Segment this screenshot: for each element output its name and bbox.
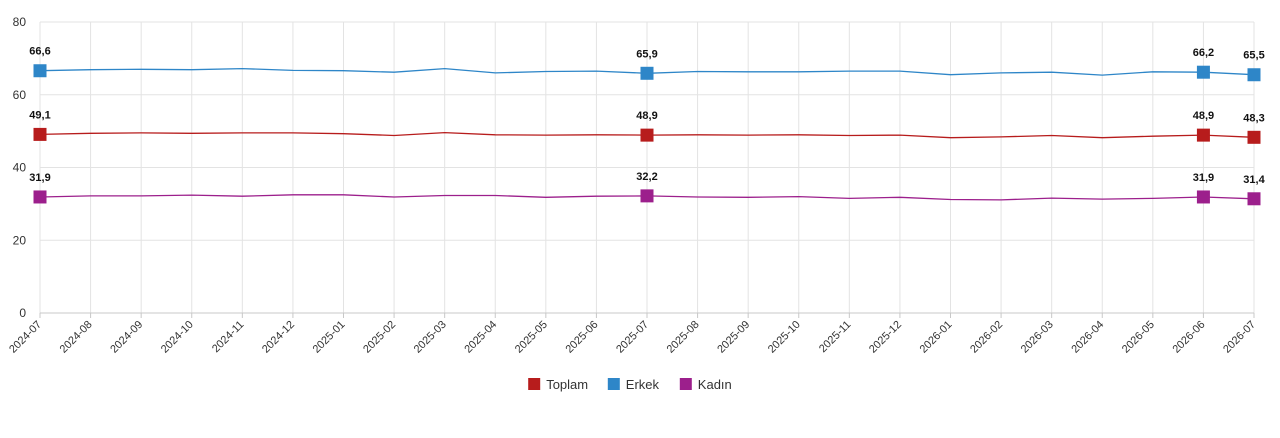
data-point-marker xyxy=(1196,128,1210,142)
data-label: 48,9 xyxy=(1193,110,1214,122)
data-point-marker xyxy=(1196,190,1210,204)
data-label: 65,5 xyxy=(1243,50,1264,62)
data-point-marker xyxy=(1247,68,1261,82)
x-tick-label: 2025-11 xyxy=(817,319,853,355)
x-tick-label: 2025-07 xyxy=(614,319,651,356)
data-point-marker xyxy=(33,190,47,204)
legend-swatch-toplam xyxy=(528,378,541,390)
x-tick-label: 2025-03 xyxy=(412,319,449,356)
series-layer xyxy=(33,64,1261,206)
data-point-marker xyxy=(640,128,654,142)
legend-label: Erkek xyxy=(626,377,660,392)
x-tick-label: 2025-10 xyxy=(766,319,803,356)
x-tick-label: 2026-01 xyxy=(918,319,955,356)
x-tick-label: 2026-05 xyxy=(1120,319,1157,356)
legend: Toplam Erkek Kadın xyxy=(528,377,732,392)
legend-label: Toplam xyxy=(546,377,588,392)
x-tick-label: 2024-11 xyxy=(210,319,246,355)
x-tick-label: 2025-06 xyxy=(564,319,601,356)
y-tick-label: 0 xyxy=(19,306,26,320)
y-tick-label: 20 xyxy=(13,233,27,247)
x-tick-label: 2026-06 xyxy=(1171,319,1208,356)
data-label: 49,1 xyxy=(29,109,50,121)
data-point-marker xyxy=(33,64,47,78)
data-label: 66,2 xyxy=(1193,47,1214,59)
x-tick-label: 2024-10 xyxy=(159,319,196,356)
data-label: 31,4 xyxy=(1243,174,1265,186)
x-tick-label: 2025-09 xyxy=(715,319,752,356)
x-tick-label: 2026-07 xyxy=(1221,319,1258,356)
y-tick-label: 40 xyxy=(13,161,27,175)
data-label-layer: 49,1 48,9 48,9 48,3 66,6 65,9 66,2 65,5 31,9 32,2… xyxy=(29,46,1265,186)
data-point-marker xyxy=(33,127,47,141)
y-tick-label: 60 xyxy=(13,88,27,102)
x-tick-label: 2025-04 xyxy=(462,319,499,356)
data-point-marker xyxy=(640,66,654,80)
legend-label: Kadın xyxy=(698,377,732,392)
legend-swatch-erkek xyxy=(607,378,620,390)
x-tick-label: 2026-03 xyxy=(1019,319,1056,356)
data-label: 66,6 xyxy=(29,46,50,58)
x-tick-label: 2025-05 xyxy=(513,319,550,356)
grid-layer xyxy=(39,21,1255,314)
x-tick-label: 2024-08 xyxy=(58,319,95,356)
data-point-marker xyxy=(640,189,654,203)
data-label: 32,2 xyxy=(636,171,657,183)
x-tick-label: 2026-04 xyxy=(1069,319,1106,356)
x-tick-label: 2024-07 xyxy=(7,319,44,356)
x-tick-label: 2026-02 xyxy=(968,319,1005,356)
data-point-marker xyxy=(1247,130,1261,144)
x-tick-label: 2024-12 xyxy=(260,319,297,356)
data-label: 48,3 xyxy=(1243,112,1264,124)
data-point-marker xyxy=(1247,192,1261,206)
y-tick-label: 80 xyxy=(13,15,27,29)
legend-swatch-kadın xyxy=(679,378,692,390)
data-point-marker xyxy=(1196,65,1210,79)
data-label: 31,9 xyxy=(29,172,50,184)
x-tick-label: 2025-08 xyxy=(665,319,702,356)
data-label: 65,9 xyxy=(636,48,657,60)
data-label: 48,9 xyxy=(636,110,657,122)
data-label: 31,9 xyxy=(1193,172,1214,184)
x-tick-label: 2025-01 xyxy=(311,319,348,356)
x-tick-label: 2024-09 xyxy=(108,319,145,356)
axis-layer: 0 20 40 60 80 2024-07 2024-08 2024-09 2024-10 202… xyxy=(7,15,1258,356)
x-tick-label: 2025-02 xyxy=(361,319,398,356)
x-tick-label: 2025-12 xyxy=(867,319,904,356)
